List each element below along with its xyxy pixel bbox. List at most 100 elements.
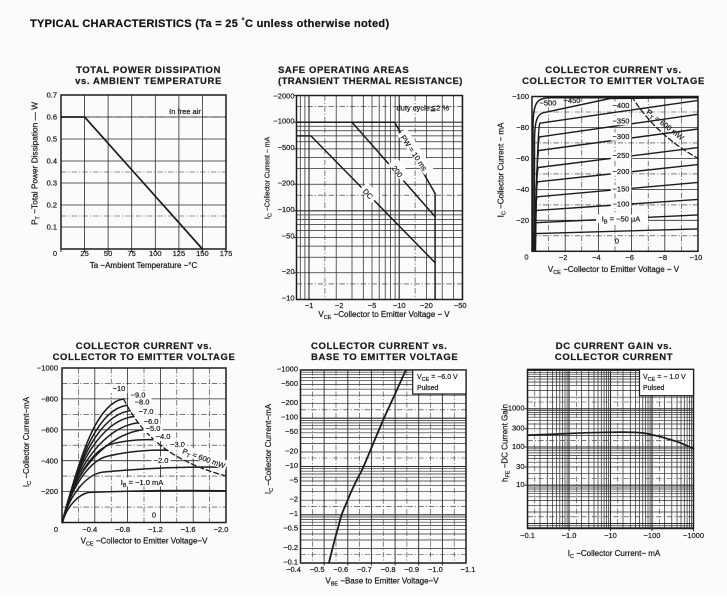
svg-text:−100: −100 [613, 200, 630, 209]
svg-text:−1.1: −1.1 [461, 565, 476, 574]
svg-text:0.6: 0.6 [47, 113, 57, 122]
svg-text:−3.0: −3.0 [170, 440, 185, 449]
svg-text:100: 100 [149, 249, 162, 258]
svg-text:−20: −20 [285, 446, 298, 455]
svg-text:0: 0 [152, 511, 156, 520]
svg-text:IC −Collector Current−mA: IC −Collector Current−mA [22, 396, 33, 487]
svg-text:COLLECTOR CURRENT vs.: COLLECTOR CURRENT vs. [311, 341, 447, 352]
svg-text:0: 0 [524, 253, 528, 262]
svg-text:−0.5: −0.5 [283, 524, 298, 533]
svg-text:−50: −50 [285, 427, 298, 436]
svg-text:−100: −100 [278, 205, 295, 214]
svg-text:−0.1: −0.1 [520, 531, 535, 540]
svg-text:−0.8: −0.8 [115, 525, 130, 534]
svg-text:Pulsed: Pulsed [643, 385, 665, 392]
svg-text:−1000: −1000 [277, 364, 298, 373]
svg-text:−2.0: −2.0 [214, 525, 229, 534]
svg-text:−350: −350 [613, 117, 630, 126]
svg-text:IC −Collector Current − mA: IC −Collector Current − mA [497, 122, 508, 217]
svg-text:−1000: −1000 [37, 364, 58, 373]
svg-text:vs. AMBIENT TEMPERATURE: vs. AMBIENT TEMPERATURE [75, 76, 222, 87]
svg-text:−50: −50 [454, 301, 467, 310]
svg-text:PT −Total Power Dissipation: PT −Total Power Dissipation — W [30, 102, 42, 225]
svg-text:−5: −5 [368, 301, 377, 310]
svg-text:IB = −50 µA: IB = −50 µA [602, 215, 640, 226]
svg-text:−2.0: −2.0 [154, 456, 169, 465]
svg-text:50: 50 [104, 249, 112, 258]
svg-text:−6.0: −6.0 [144, 417, 159, 426]
svg-text:0.7: 0.7 [47, 91, 57, 100]
svg-text:0: 0 [54, 525, 58, 534]
svg-text:−200: −200 [613, 167, 630, 176]
svg-text:−0.4: −0.4 [286, 565, 301, 574]
svg-text:0.2: 0.2 [47, 201, 57, 210]
svg-text:25: 25 [80, 249, 88, 258]
svg-text:−20: −20 [282, 267, 295, 276]
svg-text:Ta −Ambient Temperature −°C: Ta −Ambient Temperature −°C [90, 261, 198, 270]
svg-text:COLLECTOR CURRENT vs.: COLLECTOR CURRENT vs. [545, 65, 681, 76]
svg-text:−500: −500 [278, 143, 295, 152]
svg-text:−10: −10 [113, 384, 126, 393]
svg-text:0: 0 [53, 249, 57, 258]
svg-text:IC −Collector Current−mA: IC −Collector Current−mA [264, 403, 275, 494]
svg-text:−2000: −2000 [273, 92, 294, 101]
svg-text:−0.8: −0.8 [381, 565, 396, 574]
svg-text:−4.0: −4.0 [156, 432, 171, 441]
svg-text:−5.0: −5.0 [146, 424, 161, 433]
svg-text:0.3: 0.3 [47, 179, 57, 188]
svg-text:−100: −100 [281, 413, 298, 422]
svg-text:1000: 1000 [508, 404, 525, 413]
svg-text:−8: −8 [659, 253, 668, 262]
svg-text:−10: −10 [282, 294, 295, 303]
svg-text:duty cycle≦2 %: duty cycle≦2 % [397, 104, 450, 113]
svg-text:−2: −2 [289, 495, 298, 504]
svg-text:IC −Collector Current − mA: IC −Collector Current − mA [264, 137, 273, 220]
svg-text:0.4: 0.4 [47, 157, 57, 166]
svg-text:−400: −400 [41, 456, 58, 465]
svg-text:−1: −1 [305, 301, 314, 310]
svg-text:VCE −Collector to Emitter V: VCE −Collector to Emitter Voltage − V [318, 310, 450, 321]
svg-text:−1: −1 [289, 509, 298, 518]
svg-text:−1000: −1000 [273, 116, 294, 125]
svg-text:−0.6: −0.6 [333, 565, 348, 574]
svg-text:300: 300 [512, 424, 525, 433]
svg-text:−100: −100 [644, 531, 661, 540]
svg-text:(TRANSIENT THERMAL RESISTANCE): (TRANSIENT THERMAL RESISTANCE) [278, 76, 463, 87]
svg-text:VCE = − 1.0 V: VCE = − 1.0 V [643, 374, 686, 383]
svg-text:−0.4: −0.4 [82, 525, 97, 534]
svg-text:−20: −20 [420, 301, 433, 310]
svg-text:−2: −2 [559, 253, 568, 262]
svg-text:In free air: In free air [169, 107, 201, 116]
svg-text:−500: −500 [281, 379, 298, 388]
svg-text:COLLECTOR CURRENT: COLLECTOR CURRENT [555, 352, 673, 363]
svg-text:−20: −20 [516, 216, 529, 225]
svg-text:100: 100 [512, 442, 525, 451]
svg-text:−9.0: −9.0 [131, 391, 146, 400]
svg-text:−5: −5 [289, 475, 298, 484]
svg-text:−1000: −1000 [683, 531, 704, 540]
svg-text:150: 150 [196, 249, 209, 258]
svg-text:IC −Collector Current− mA: IC −Collector Current− mA [568, 549, 661, 560]
svg-text:TYPICAL CHARACTERISTICS (Ta =: TYPICAL CHARACTERISTICS (Ta = 25 °C unle… [30, 17, 389, 31]
svg-text:−80: −80 [516, 123, 529, 132]
svg-text:−7.0: −7.0 [139, 407, 154, 416]
svg-text:IB = −1.0 mA: IB = −1.0 mA [121, 478, 163, 489]
svg-text:−1.6: −1.6 [181, 525, 196, 534]
svg-text:DC CURRENT GAIN vs.: DC CURRENT GAIN vs. [556, 341, 672, 352]
svg-text:VCE = −6.0 V: VCE = −6.0 V [417, 374, 458, 383]
svg-text:−600: −600 [41, 425, 58, 434]
svg-text:−150: −150 [613, 185, 630, 194]
svg-text:COLLECTOR TO EMITTER VOLTAGE: COLLECTOR TO EMITTER VOLTAGE [522, 76, 705, 87]
svg-text:VBE −Base to Emitter Voltag: VBE −Base to Emitter Voltage−V [325, 577, 439, 588]
svg-text:SAFE OPERATING AREAS: SAFE OPERATING AREAS [278, 65, 409, 76]
svg-text:−250: −250 [613, 151, 630, 160]
svg-text:−0.7: −0.7 [357, 565, 372, 574]
svg-text:−0.1: −0.1 [283, 557, 298, 566]
svg-text:−400: −400 [613, 101, 630, 110]
svg-text:VCE −Collector to Emitter V: VCE −Collector to Emitter Voltage − V [548, 265, 680, 276]
svg-text:−6: −6 [625, 253, 634, 262]
svg-text:−2: −2 [335, 301, 344, 310]
svg-text:COLLECTOR CURRENT vs.: COLLECTOR CURRENT vs. [76, 341, 212, 352]
svg-text:−100: −100 [512, 92, 529, 101]
svg-text:−500: −500 [540, 99, 557, 108]
